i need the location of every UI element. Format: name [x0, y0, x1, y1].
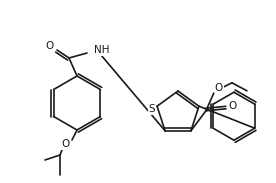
Text: O: O	[229, 101, 237, 111]
Text: O: O	[46, 41, 54, 51]
Text: O: O	[215, 83, 223, 93]
Text: S: S	[149, 104, 155, 114]
Text: NH: NH	[94, 45, 110, 55]
Text: O: O	[62, 139, 70, 149]
